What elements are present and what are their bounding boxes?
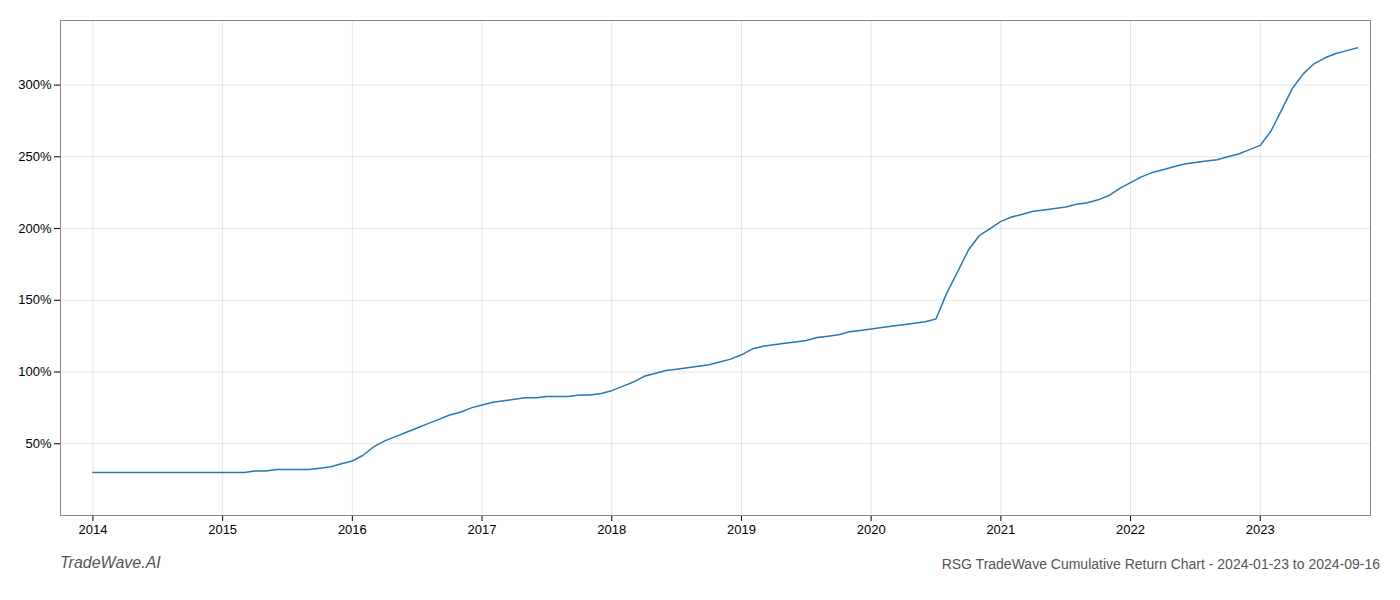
svg-text:300%: 300% — [18, 77, 52, 92]
html-text:TradeWave.AI: TradeWave.AI — [60, 554, 161, 571]
svg-text:200%: 200% — [18, 221, 52, 236]
svg-text:250%: 250% — [18, 149, 52, 164]
svg-text:2018: 2018 — [597, 522, 626, 537]
svg-text:2022: 2022 — [1116, 522, 1145, 537]
html-text:RSG TradeWave Cumulative Retur: RSG TradeWave Cumulative Return Chart - … — [941, 556, 1380, 572]
svg-text:2020: 2020 — [857, 522, 886, 537]
svg-text:50%: 50% — [25, 436, 51, 451]
svg-text:2017: 2017 — [468, 522, 497, 537]
svg-text:2023: 2023 — [1246, 522, 1275, 537]
svg-text:2021: 2021 — [986, 522, 1015, 537]
svg-text:2015: 2015 — [208, 522, 237, 537]
svg-text:100%: 100% — [18, 364, 52, 379]
svg-text:150%: 150% — [18, 292, 52, 307]
svg-text:2014: 2014 — [78, 522, 107, 537]
svg-text:2016: 2016 — [338, 522, 367, 537]
svg-text:2019: 2019 — [727, 522, 756, 537]
